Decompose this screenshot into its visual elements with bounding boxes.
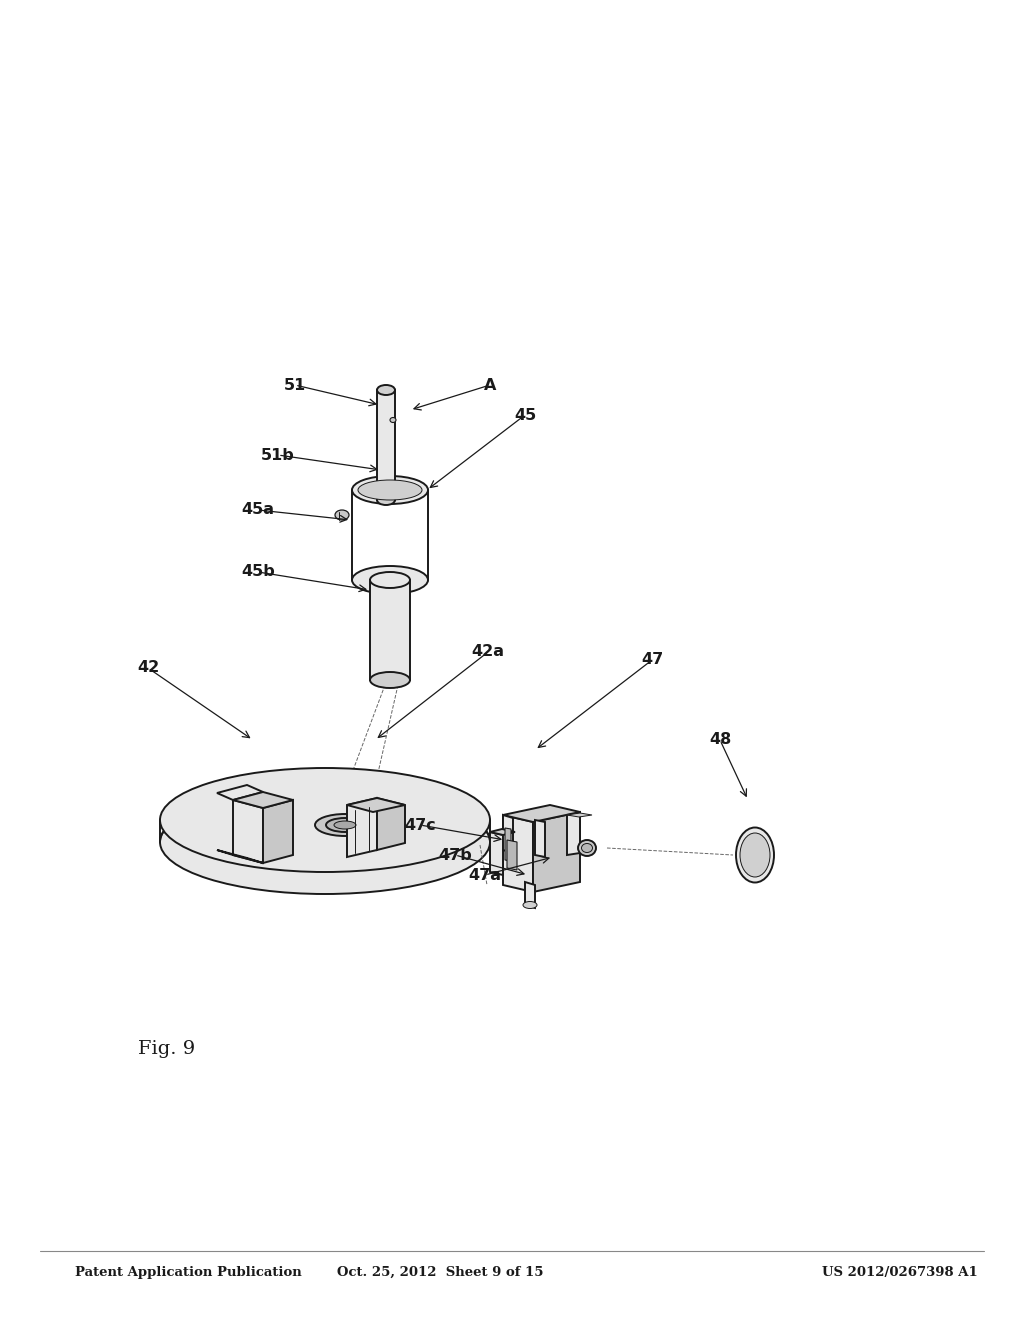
Text: 47c: 47c bbox=[404, 817, 436, 833]
Ellipse shape bbox=[377, 495, 395, 506]
Ellipse shape bbox=[358, 480, 422, 500]
Polygon shape bbox=[347, 799, 377, 857]
Ellipse shape bbox=[736, 828, 774, 883]
Polygon shape bbox=[217, 785, 263, 800]
Text: Oct. 25, 2012  Sheet 9 of 15: Oct. 25, 2012 Sheet 9 of 15 bbox=[337, 1266, 544, 1279]
Polygon shape bbox=[347, 799, 406, 812]
Ellipse shape bbox=[352, 477, 428, 504]
Ellipse shape bbox=[326, 818, 364, 832]
Text: 45: 45 bbox=[514, 408, 537, 422]
Polygon shape bbox=[567, 813, 592, 817]
Ellipse shape bbox=[377, 385, 395, 395]
Ellipse shape bbox=[335, 510, 349, 520]
Ellipse shape bbox=[582, 843, 593, 853]
Ellipse shape bbox=[160, 789, 490, 894]
Text: US 2012/0267398 A1: US 2012/0267398 A1 bbox=[822, 1266, 978, 1279]
Polygon shape bbox=[567, 813, 580, 855]
Polygon shape bbox=[750, 830, 760, 845]
Polygon shape bbox=[505, 828, 511, 861]
Ellipse shape bbox=[390, 417, 396, 422]
Ellipse shape bbox=[578, 840, 596, 855]
Polygon shape bbox=[503, 814, 534, 892]
Polygon shape bbox=[233, 800, 263, 863]
Ellipse shape bbox=[315, 814, 375, 836]
Polygon shape bbox=[534, 812, 580, 892]
Polygon shape bbox=[490, 832, 503, 875]
Polygon shape bbox=[503, 814, 513, 853]
Text: 45a: 45a bbox=[242, 503, 274, 517]
Polygon shape bbox=[263, 800, 293, 863]
Polygon shape bbox=[535, 820, 545, 857]
Polygon shape bbox=[233, 792, 293, 808]
Text: 42: 42 bbox=[137, 660, 159, 676]
Text: 47a: 47a bbox=[469, 867, 502, 883]
Text: A: A bbox=[483, 378, 497, 392]
Text: 51: 51 bbox=[284, 378, 306, 392]
Text: 47: 47 bbox=[641, 652, 664, 668]
Text: Patent Application Publication: Patent Application Publication bbox=[75, 1266, 302, 1279]
Polygon shape bbox=[377, 799, 406, 850]
Text: 45b: 45b bbox=[241, 565, 274, 579]
Ellipse shape bbox=[160, 768, 490, 873]
Ellipse shape bbox=[370, 672, 410, 688]
Text: 48: 48 bbox=[709, 733, 731, 747]
Ellipse shape bbox=[523, 902, 537, 908]
Text: 42a: 42a bbox=[471, 644, 505, 660]
Text: 47b: 47b bbox=[438, 847, 472, 862]
Ellipse shape bbox=[370, 572, 410, 587]
Polygon shape bbox=[525, 882, 535, 908]
Polygon shape bbox=[377, 389, 395, 500]
Ellipse shape bbox=[740, 833, 770, 876]
Polygon shape bbox=[507, 840, 517, 870]
Polygon shape bbox=[370, 579, 410, 680]
Polygon shape bbox=[490, 829, 515, 836]
Ellipse shape bbox=[334, 821, 356, 829]
Text: 51b: 51b bbox=[261, 447, 295, 462]
Polygon shape bbox=[503, 805, 580, 822]
Ellipse shape bbox=[352, 566, 428, 594]
Text: Fig. 9: Fig. 9 bbox=[138, 1040, 196, 1059]
Polygon shape bbox=[217, 850, 263, 863]
